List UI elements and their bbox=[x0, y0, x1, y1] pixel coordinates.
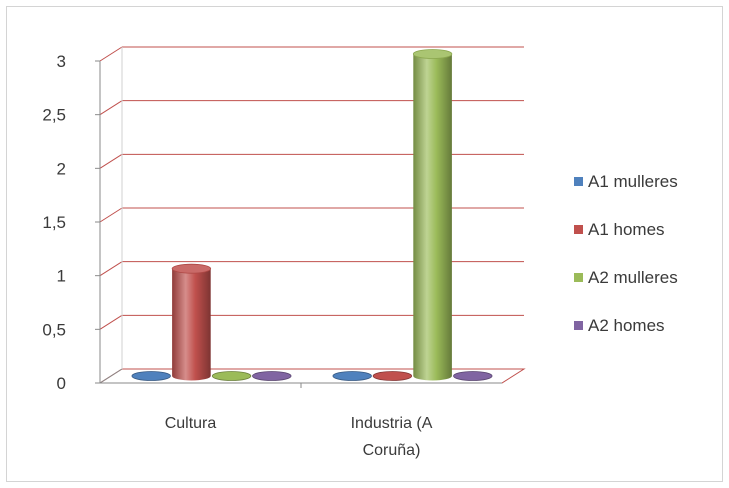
legend-label: A1 mulleres bbox=[588, 172, 678, 191]
y-tick-label: 1 bbox=[57, 267, 66, 286]
gridline-side bbox=[99, 46, 123, 62]
x-category-label: Cultura bbox=[165, 415, 217, 432]
gridline-side bbox=[99, 207, 123, 223]
y-tick-label: 0,5 bbox=[42, 320, 66, 339]
legend-swatch bbox=[574, 177, 583, 186]
y-tick-label: 3 bbox=[57, 52, 66, 71]
x-category-label: Coruña) bbox=[363, 442, 421, 459]
bar-cylinder bbox=[453, 371, 493, 381]
legend-swatch bbox=[574, 273, 583, 282]
gridline-side bbox=[99, 368, 123, 384]
bar-cylinder bbox=[171, 263, 212, 381]
y-tick-label: 1,5 bbox=[42, 213, 66, 232]
bar-cylinder bbox=[412, 49, 453, 381]
legend-swatch bbox=[574, 225, 583, 234]
bar-cylinder bbox=[252, 371, 292, 381]
y-tick-label: 2,5 bbox=[42, 106, 66, 125]
bar-cylinder bbox=[131, 371, 171, 381]
x-category-label: Industria (A bbox=[351, 415, 433, 432]
y-tick-label: 0 bbox=[57, 374, 66, 393]
gridline-side bbox=[99, 261, 123, 277]
chart-frame bbox=[6, 6, 723, 482]
bar-cylinder bbox=[332, 371, 372, 381]
legend-label: A1 homes bbox=[588, 220, 665, 239]
gridline-side bbox=[99, 100, 123, 116]
bar-cylinder bbox=[211, 371, 252, 381]
legend-swatch bbox=[574, 321, 583, 330]
gridline-side bbox=[99, 314, 123, 330]
legend-label: A2 mulleres bbox=[588, 268, 678, 287]
legend-label: A2 homes bbox=[588, 316, 665, 335]
gridline-side bbox=[99, 153, 123, 169]
y-tick-label: 2 bbox=[57, 159, 66, 178]
bar-cylinder bbox=[372, 371, 413, 381]
